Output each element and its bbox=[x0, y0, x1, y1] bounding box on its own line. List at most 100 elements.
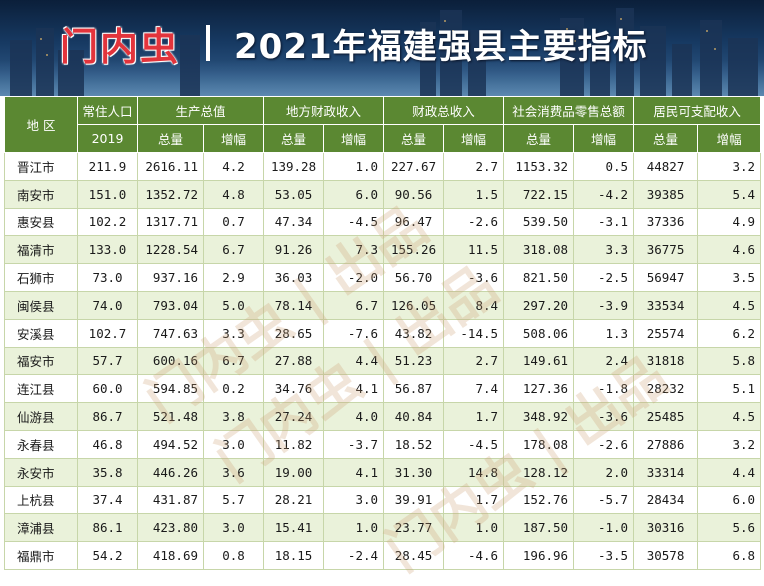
local-revenue-total-cell: 28.65 bbox=[263, 318, 325, 348]
city-skyline-image bbox=[0, 8, 764, 96]
header-local-revenue: 地方财政收入 bbox=[263, 96, 385, 125]
region-cell: 漳浦县 bbox=[4, 513, 78, 543]
income-total-cell: 25485 bbox=[633, 402, 699, 431]
total-revenue-growth-cell: 14.8 bbox=[443, 457, 505, 487]
total-revenue-growth-cell: 1.7 bbox=[443, 485, 505, 515]
income-total-cell: 36775 bbox=[633, 235, 699, 265]
table-row: 福清市 133.0 1228.54 6.7 91.26 7.3 155.26 11.5 318.… bbox=[4, 235, 762, 265]
header-retail-sales: 社会消费品零售总额 bbox=[503, 96, 635, 125]
local-revenue-total-cell: 28.21 bbox=[263, 485, 325, 515]
local-revenue-total-cell: 18.15 bbox=[263, 541, 325, 570]
income-total-cell: 37336 bbox=[633, 207, 699, 237]
region-cell: 上杭县 bbox=[4, 485, 78, 515]
gdp-growth-cell: 3.8 bbox=[202, 402, 265, 431]
gdp-growth-cell: 3.3 bbox=[202, 318, 265, 348]
total-revenue-growth-cell: -4.5 bbox=[443, 429, 505, 459]
retail-total-cell: 187.50 bbox=[503, 513, 575, 543]
gdp-growth-cell: 0.2 bbox=[202, 374, 265, 404]
population-cell: 211.9 bbox=[77, 152, 138, 181]
local-revenue-total-cell: 34.76 bbox=[263, 374, 325, 404]
retail-growth-cell: -3.6 bbox=[573, 402, 635, 431]
header-total-revenue: 财政总收入 bbox=[383, 96, 505, 125]
income-total-cell: 25574 bbox=[633, 318, 699, 348]
income-growth-cell: 4.6 bbox=[697, 235, 762, 265]
table-row: 连江县 60.0 594.85 0.2 34.76 4.1 56.87 7.4 127.36 -1… bbox=[4, 374, 762, 404]
total-revenue-total-cell: 40.84 bbox=[383, 402, 445, 431]
total-revenue-total-cell: 39.91 bbox=[383, 485, 445, 515]
gdp-growth-cell: 0.8 bbox=[202, 541, 265, 570]
retail-growth-cell: -3.9 bbox=[573, 290, 635, 320]
table-row: 仙游县 86.7 521.48 3.8 27.24 4.0 40.84 1.7 348.92 -3… bbox=[4, 402, 762, 431]
population-cell: 35.8 bbox=[77, 457, 138, 487]
indicator-table: 地 区 常住人口 生产总值 地方财政收入 财政总收入 社会消费品零售总额 居民可… bbox=[4, 96, 762, 570]
gdp-total-cell: 747.63 bbox=[137, 318, 204, 348]
region-cell: 惠安县 bbox=[4, 207, 78, 237]
region-cell: 晋江市 bbox=[4, 152, 78, 181]
retail-growth-cell: 3.3 bbox=[573, 235, 635, 265]
table-row: 福鼎市 54.2 418.69 0.8 18.15 -2.4 28.45 -4.6 196.96… bbox=[4, 541, 762, 570]
gdp-total-cell: 418.69 bbox=[137, 541, 204, 570]
population-cell: 102.2 bbox=[77, 207, 138, 237]
gdp-total-cell: 446.26 bbox=[137, 457, 204, 487]
retail-growth-cell: -3.5 bbox=[573, 541, 635, 570]
population-cell: 73.0 bbox=[77, 263, 138, 292]
total-revenue-total-cell: 43.82 bbox=[383, 318, 445, 348]
population-cell: 46.8 bbox=[77, 429, 138, 459]
total-revenue-total-cell: 155.26 bbox=[383, 235, 445, 265]
header-local-revenue-total: 总量 bbox=[263, 124, 325, 153]
table-row: 南安市 151.0 1352.72 4.8 53.05 6.0 90.56 1.5 722.15… bbox=[4, 179, 762, 209]
income-total-cell: 28434 bbox=[633, 485, 699, 515]
retail-total-cell: 152.76 bbox=[503, 485, 575, 515]
region-cell: 永安市 bbox=[4, 457, 78, 487]
retail-total-cell: 196.96 bbox=[503, 541, 575, 570]
table-row: 闽侯县 74.0 793.04 5.0 78.14 6.7 126.05 8.4 297.20-… bbox=[4, 290, 762, 320]
table-row: 漳浦县 86.1 423.80 3.0 15.41 1.0 23.77 1.0 187.50 -1… bbox=[4, 513, 762, 543]
local-revenue-growth-cell: 1.0 bbox=[323, 152, 385, 181]
income-total-cell: 31818 bbox=[633, 346, 699, 376]
gdp-growth-cell: 4.8 bbox=[202, 179, 265, 209]
retail-growth-cell: 0.5 bbox=[573, 152, 635, 181]
total-revenue-growth-cell: -14.5 bbox=[443, 318, 505, 348]
income-growth-cell: 4.4 bbox=[697, 457, 762, 487]
population-cell: 57.7 bbox=[77, 346, 138, 376]
total-revenue-growth-cell: 1.7 bbox=[443, 402, 505, 431]
total-revenue-total-cell: 56.70 bbox=[383, 263, 445, 292]
local-revenue-growth-cell: 4.0 bbox=[323, 402, 385, 431]
gdp-total-cell: 937.16 bbox=[137, 263, 204, 292]
income-growth-cell: 6.0 bbox=[697, 485, 762, 515]
total-revenue-growth-cell: -3.6 bbox=[443, 263, 505, 292]
income-growth-cell: 6.8 bbox=[697, 541, 762, 570]
income-total-cell: 39385 bbox=[633, 179, 699, 209]
local-revenue-growth-cell: 4.1 bbox=[323, 374, 385, 404]
population-cell: 86.7 bbox=[77, 402, 138, 431]
retail-total-cell: 318.08 bbox=[503, 235, 575, 265]
local-revenue-growth-cell: 4.1 bbox=[323, 457, 385, 487]
retail-total-cell: 539.50 bbox=[503, 207, 575, 237]
total-revenue-growth-cell: -2.6 bbox=[443, 207, 505, 237]
income-growth-cell: 4.9 bbox=[697, 207, 762, 237]
retail-growth-cell: 1.3 bbox=[573, 318, 635, 348]
local-revenue-growth-cell: 3.0 bbox=[323, 485, 385, 515]
retail-growth-cell: 2.4 bbox=[573, 346, 635, 376]
income-growth-cell: 5.6 bbox=[697, 513, 762, 543]
local-revenue-total-cell: 19.00 bbox=[263, 457, 325, 487]
local-revenue-growth-cell: -2.0 bbox=[323, 263, 385, 292]
header-gdp-total: 总量 bbox=[137, 124, 204, 153]
header-gdp: 生产总值 bbox=[136, 96, 265, 125]
gdp-growth-cell: 2.9 bbox=[202, 263, 265, 292]
total-revenue-total-cell: 96.47 bbox=[383, 207, 445, 237]
region-cell: 连江县 bbox=[4, 374, 78, 404]
total-revenue-growth-cell: -4.6 bbox=[443, 541, 505, 570]
local-revenue-total-cell: 47.34 bbox=[263, 207, 325, 237]
header-total-revenue-growth: 增幅 bbox=[443, 124, 505, 153]
retail-growth-cell: -5.7 bbox=[573, 485, 635, 515]
retail-growth-cell: -4.2 bbox=[573, 179, 635, 209]
income-growth-cell: 4.5 bbox=[697, 290, 762, 320]
title-separator bbox=[206, 25, 211, 61]
total-revenue-growth-cell: 1.5 bbox=[443, 179, 505, 209]
header-local-revenue-growth: 增幅 bbox=[323, 124, 385, 153]
local-revenue-total-cell: 15.41 bbox=[263, 513, 325, 543]
retail-total-cell: 821.50 bbox=[503, 263, 575, 292]
local-revenue-total-cell: 36.03 bbox=[263, 263, 325, 292]
retail-total-cell: 127.36 bbox=[503, 374, 575, 404]
